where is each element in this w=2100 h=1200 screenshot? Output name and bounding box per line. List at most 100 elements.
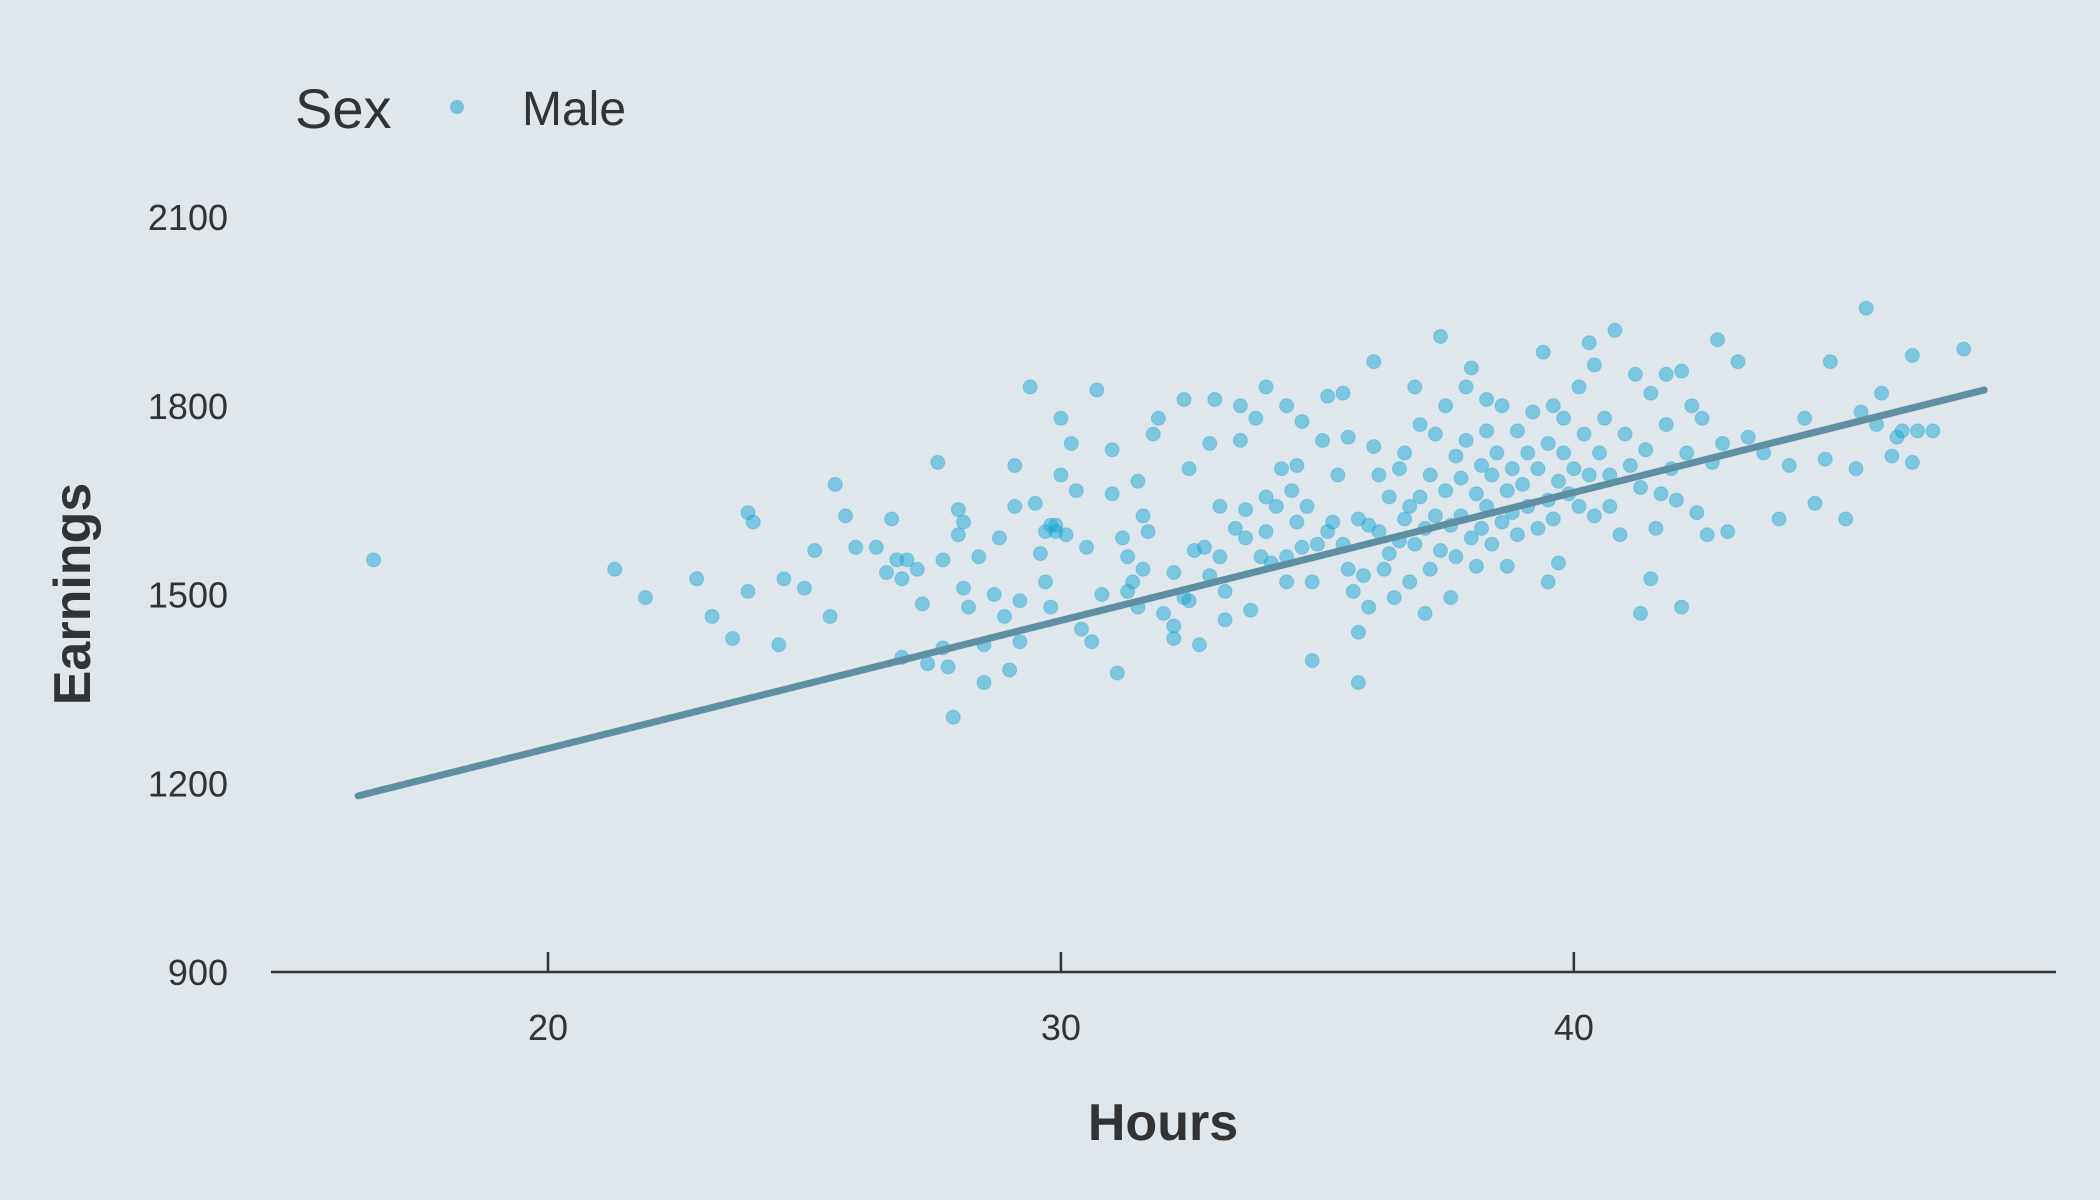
data-point bbox=[1740, 429, 1756, 445]
data-point bbox=[1468, 558, 1484, 574]
data-point bbox=[1710, 332, 1725, 348]
legend-title: Sex bbox=[295, 77, 392, 140]
data-point bbox=[1115, 530, 1130, 546]
data-point bbox=[1520, 445, 1536, 461]
data-point bbox=[1330, 467, 1346, 483]
data-point bbox=[930, 454, 946, 470]
y-tick-label: 900 bbox=[168, 952, 228, 993]
data-point bbox=[1120, 549, 1136, 565]
data-point bbox=[1525, 404, 1541, 420]
data-point bbox=[1258, 379, 1274, 395]
data-point bbox=[1079, 539, 1095, 555]
data-point bbox=[1509, 527, 1525, 543]
data-point bbox=[1356, 568, 1371, 584]
data-point bbox=[1797, 410, 1813, 426]
data-point bbox=[1120, 583, 1136, 599]
data-point bbox=[689, 571, 705, 587]
data-point bbox=[1653, 486, 1669, 502]
data-point bbox=[1350, 675, 1366, 691]
data-point bbox=[868, 539, 884, 555]
data-point bbox=[1084, 634, 1100, 650]
data-point bbox=[1022, 379, 1038, 395]
data-point bbox=[997, 609, 1012, 624]
data-point bbox=[1315, 432, 1330, 448]
data-point bbox=[1207, 392, 1223, 407]
data-point bbox=[1838, 511, 1854, 527]
data-point bbox=[366, 552, 382, 568]
data-point bbox=[1176, 392, 1192, 407]
data-point bbox=[1633, 605, 1648, 621]
data-point bbox=[1494, 514, 1510, 530]
data-point bbox=[776, 571, 792, 587]
data-point bbox=[956, 514, 971, 530]
data-point bbox=[1422, 467, 1438, 483]
data-point bbox=[740, 583, 756, 599]
data-point bbox=[1643, 571, 1659, 587]
data-point bbox=[1202, 436, 1218, 451]
data-point bbox=[822, 609, 838, 624]
data-point bbox=[1325, 514, 1341, 530]
data-point bbox=[1181, 461, 1197, 477]
data-point bbox=[1643, 385, 1659, 401]
data-point bbox=[1304, 574, 1320, 590]
data-point bbox=[1586, 357, 1602, 373]
x-axis-title: Hours bbox=[1088, 1094, 1238, 1152]
data-point bbox=[1238, 530, 1254, 546]
data-point bbox=[1284, 483, 1300, 499]
data-point bbox=[1468, 486, 1484, 502]
data-point bbox=[1258, 489, 1274, 505]
data-point bbox=[1150, 410, 1166, 426]
data-point bbox=[1345, 583, 1361, 599]
data-point bbox=[961, 599, 977, 615]
data-point bbox=[1684, 398, 1700, 414]
data-point bbox=[1463, 530, 1479, 546]
data-point bbox=[704, 609, 720, 624]
data-point bbox=[1012, 593, 1028, 609]
data-point bbox=[1350, 624, 1366, 640]
y-tick-label: 1200 bbox=[148, 763, 228, 804]
data-point bbox=[1027, 495, 1043, 511]
data-point bbox=[1674, 599, 1690, 615]
data-point bbox=[1032, 546, 1048, 562]
data-point bbox=[1489, 445, 1505, 461]
data-point bbox=[1545, 511, 1561, 527]
data-point bbox=[1910, 423, 1925, 439]
data-point bbox=[1038, 524, 1053, 540]
data-point bbox=[1340, 429, 1356, 445]
data-point bbox=[1253, 549, 1269, 565]
data-point bbox=[1063, 436, 1079, 451]
data-point bbox=[909, 561, 925, 577]
data-point bbox=[1335, 385, 1351, 401]
data-point bbox=[1771, 511, 1787, 527]
data-point bbox=[1556, 410, 1572, 426]
data-point bbox=[1956, 341, 1972, 357]
data-point bbox=[1212, 549, 1228, 565]
data-point bbox=[1156, 605, 1171, 621]
data-point bbox=[1474, 520, 1489, 536]
data-point bbox=[1571, 498, 1587, 514]
data-point bbox=[1038, 574, 1053, 590]
data-point bbox=[1053, 410, 1069, 426]
data-point bbox=[1448, 448, 1464, 464]
data-point bbox=[1002, 662, 1018, 678]
data-point bbox=[1320, 388, 1336, 404]
data-point bbox=[1294, 414, 1310, 429]
y-axis-title: Earnings bbox=[44, 483, 102, 706]
data-point bbox=[1730, 354, 1746, 370]
data-point bbox=[1448, 549, 1464, 565]
data-point bbox=[1397, 445, 1413, 461]
data-point bbox=[1443, 590, 1459, 606]
data-point bbox=[1453, 470, 1469, 486]
data-point bbox=[848, 539, 864, 555]
data-point bbox=[1597, 410, 1613, 426]
data-point bbox=[1104, 486, 1120, 502]
data-point bbox=[1658, 366, 1674, 382]
data-point bbox=[1109, 665, 1125, 681]
data-point bbox=[1366, 439, 1382, 455]
data-point bbox=[1904, 454, 1920, 470]
y-tick-label: 1800 bbox=[148, 386, 228, 427]
data-point bbox=[838, 508, 853, 524]
data-point bbox=[1592, 445, 1607, 461]
data-point bbox=[1238, 502, 1254, 518]
